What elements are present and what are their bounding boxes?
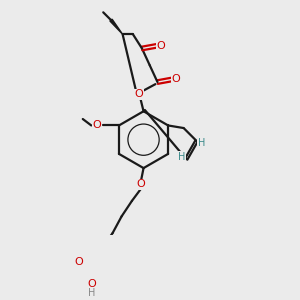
Text: O: O — [88, 279, 96, 289]
Polygon shape — [110, 19, 123, 34]
Text: O: O — [93, 121, 101, 130]
Text: H: H — [178, 152, 185, 162]
Text: O: O — [136, 179, 145, 189]
Text: O: O — [74, 256, 83, 267]
Text: O: O — [156, 41, 165, 51]
Text: O: O — [134, 89, 143, 100]
Text: H: H — [197, 138, 205, 148]
Text: H: H — [88, 288, 96, 298]
Text: O: O — [172, 74, 181, 85]
